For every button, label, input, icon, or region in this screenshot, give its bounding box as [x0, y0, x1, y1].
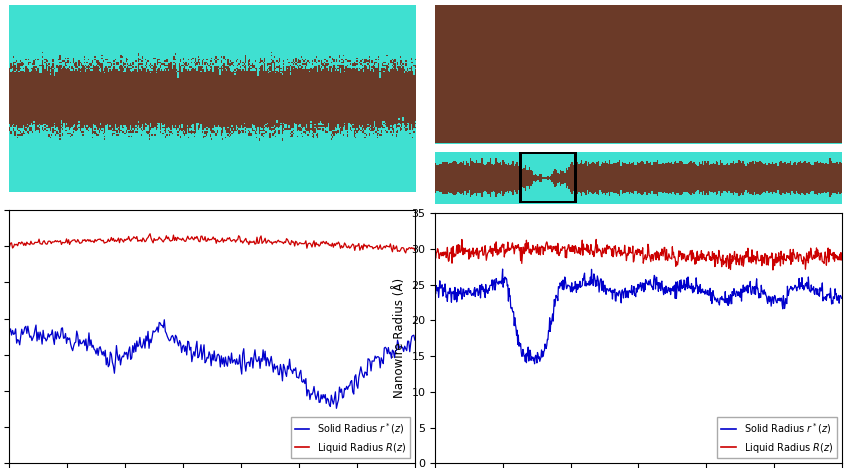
Legend: Solid Radius $r^*(z)$, Liquid Radius $R(z)$: Solid Radius $r^*(z)$, Liquid Radius $R(… — [291, 417, 410, 459]
Y-axis label: Nanowire Radius (Å): Nanowire Radius (Å) — [393, 278, 405, 398]
Legend: Solid Radius $r^*(z)$, Liquid Radius $R(z)$: Solid Radius $r^*(z)$, Liquid Radius $R(… — [717, 417, 836, 459]
